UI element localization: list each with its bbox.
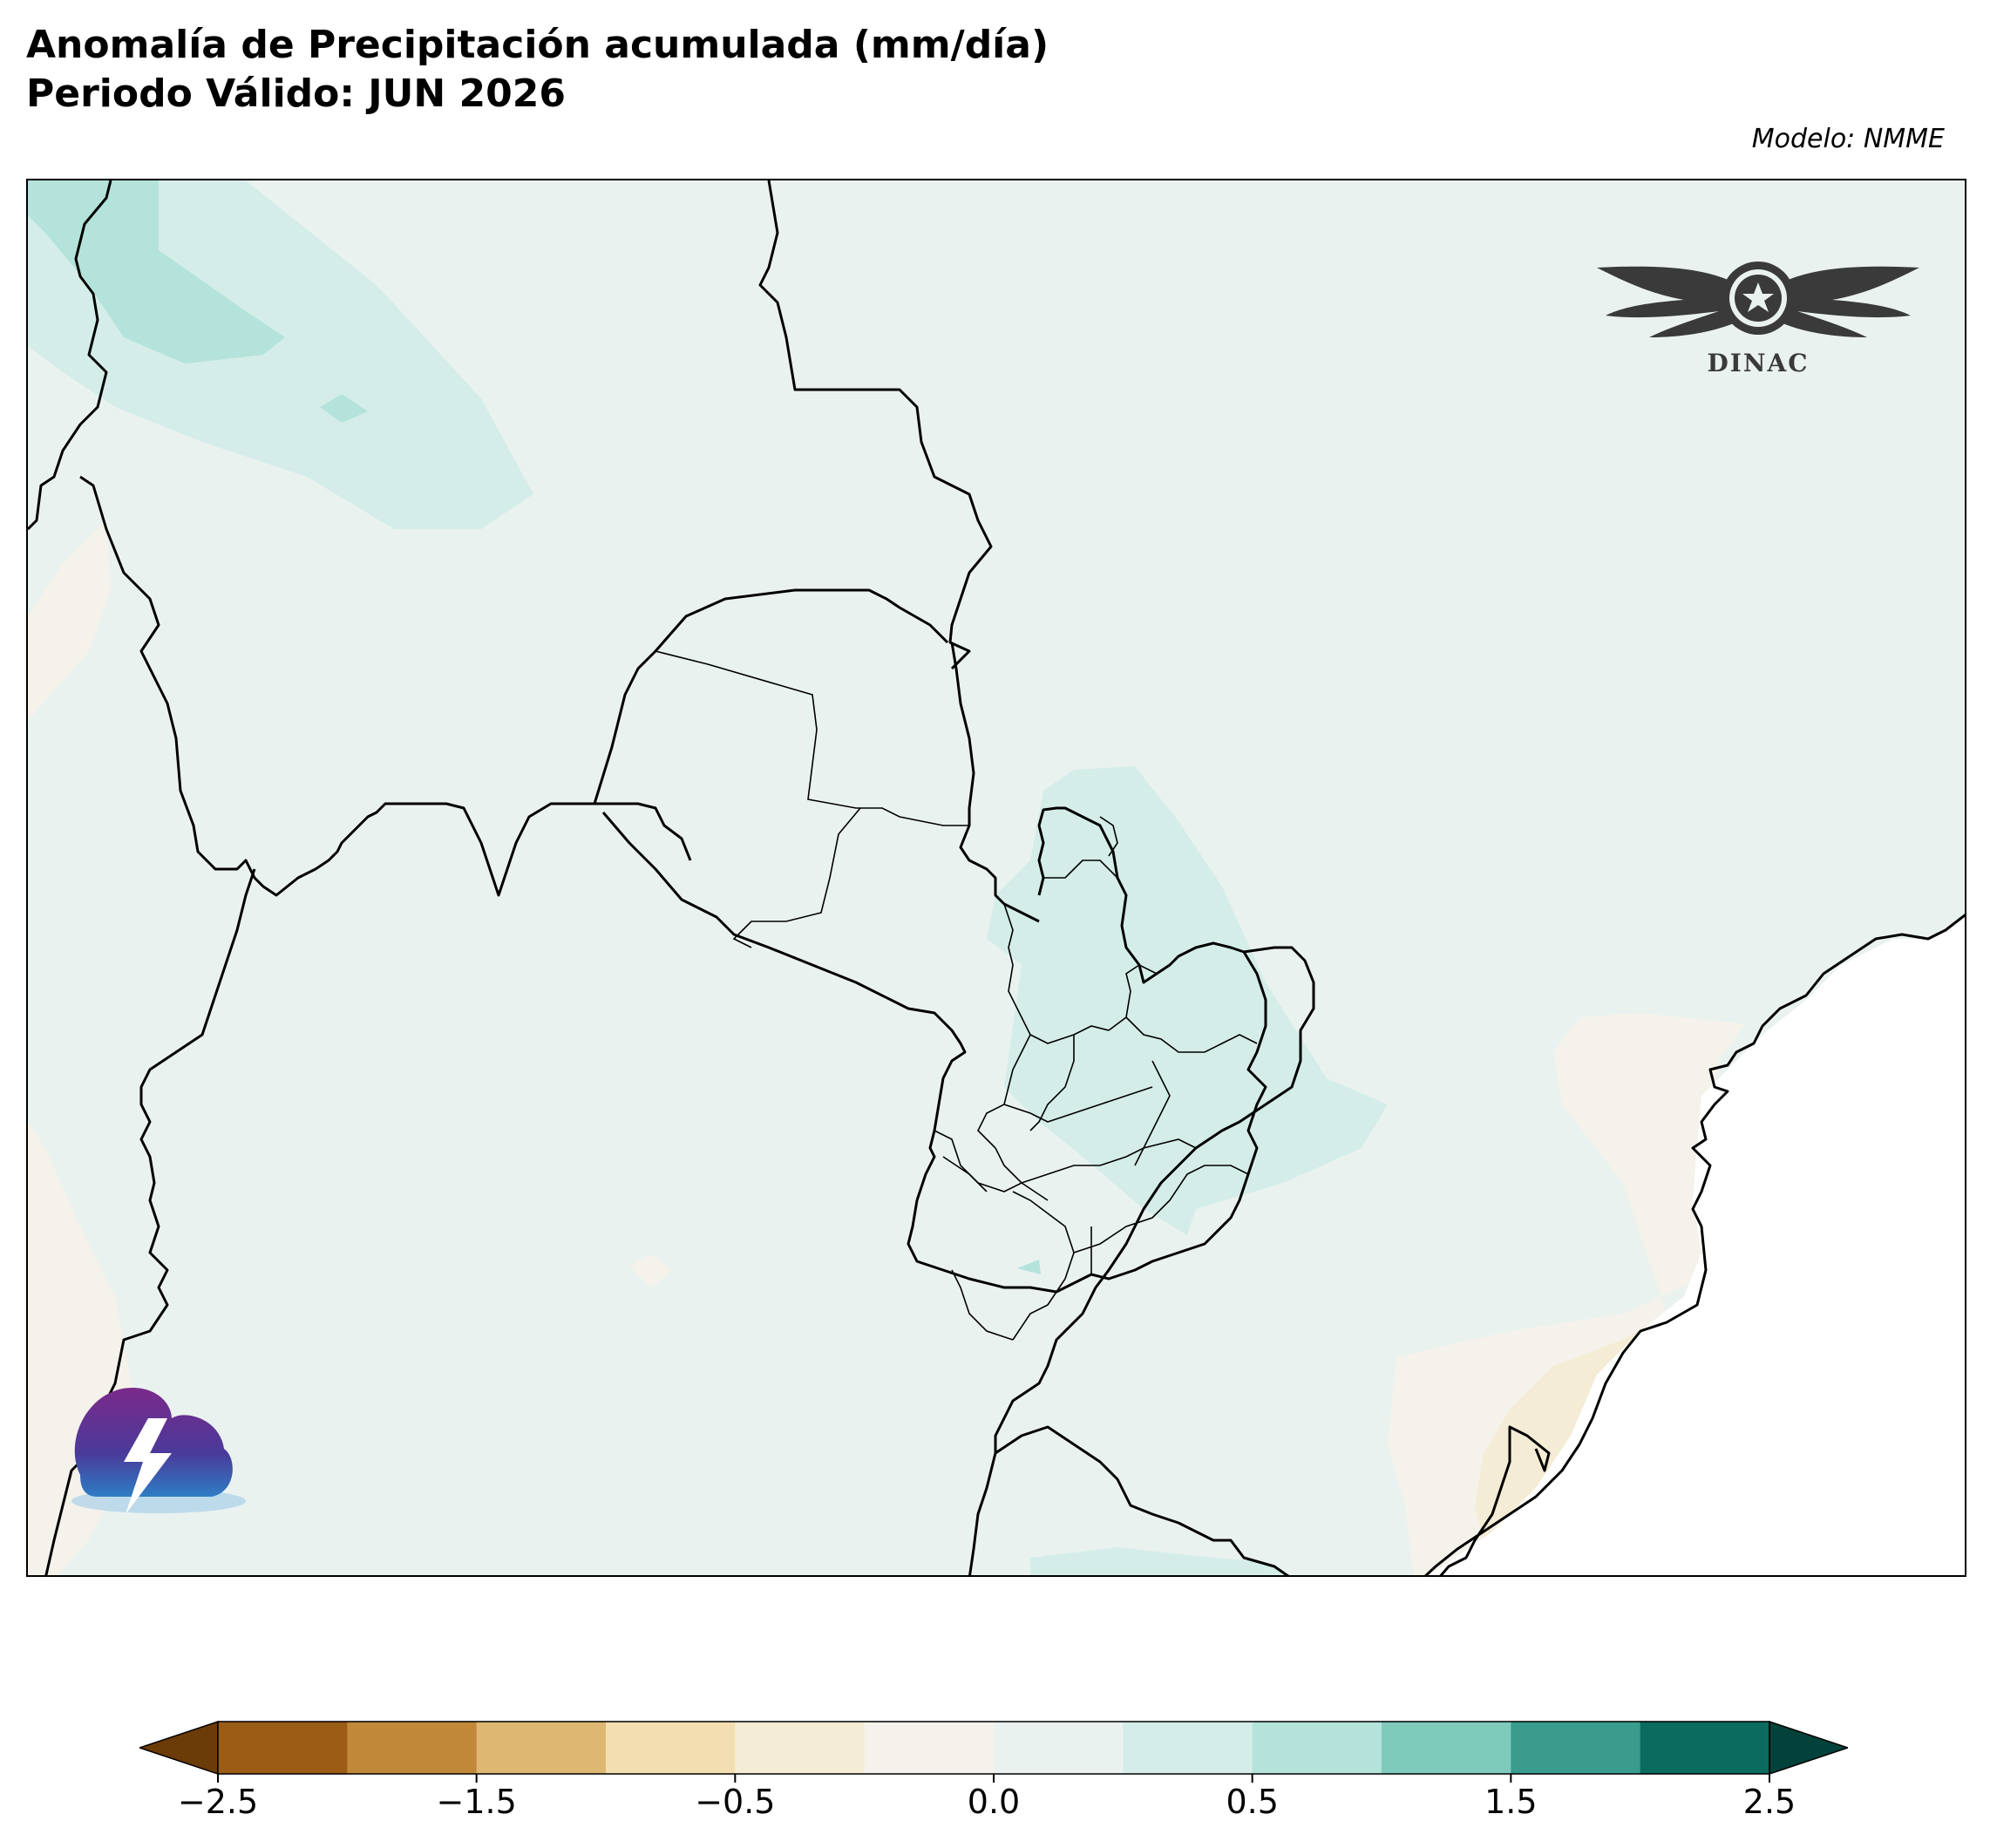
- colorbar-segment: [606, 1722, 736, 1774]
- colorbar-segment: [1511, 1722, 1641, 1774]
- border-paraguay-brazil: [950, 642, 1040, 923]
- border-peru-bolivia: [28, 180, 112, 531]
- colorbar-segment: [864, 1722, 995, 1774]
- colorbar-extend-high: [1769, 1720, 1851, 1776]
- dinac-logo-text: DINAC: [1707, 349, 1810, 377]
- department-boundary-3: [1043, 859, 1118, 879]
- coastline: [1424, 914, 1965, 1575]
- paraguay-departments: [655, 650, 1258, 1341]
- department-boundary-14: [1012, 1191, 1075, 1280]
- dinac-logo: DINAC: [1588, 246, 1928, 385]
- colorbar-segment: [347, 1722, 478, 1774]
- colorbar-segment: [1123, 1722, 1253, 1774]
- title-line-1: Anomalía de Precipitación acumulada (mm/…: [26, 23, 1049, 67]
- lagoon-patos: [1439, 1425, 1551, 1575]
- anomaly-positive-dot: [1017, 1260, 1041, 1274]
- department-boundary-5: [1099, 816, 1118, 857]
- colorbar-extend-low: [137, 1720, 219, 1776]
- colorbar-segment: [218, 1722, 348, 1774]
- anomaly-positive-small: [320, 394, 368, 423]
- department-boundary-15: [1073, 1165, 1249, 1254]
- colorbar-svg: [137, 1720, 1851, 1783]
- ocean: [1428, 914, 1965, 1575]
- department-boundary-17: [1012, 1278, 1066, 1341]
- department-boundary-11: [1003, 1086, 1153, 1123]
- anomaly-negative-dot: [629, 1254, 673, 1287]
- colorbar-segment: [476, 1722, 607, 1774]
- title-line-2: Periodo Válido: JUN 2026: [26, 71, 566, 116]
- department-boundary-6: [1108, 964, 1158, 1031]
- model-label: Modelo: NMME: [1751, 124, 1945, 154]
- anomaly-positive-paraguay-east: [987, 766, 1388, 1235]
- department-boundary-1: [655, 650, 969, 826]
- colorbar-blocks: [137, 1720, 1851, 1783]
- border-bolivia-argentina: [79, 475, 692, 897]
- colorbar-segment: [1252, 1722, 1382, 1774]
- department-boundary-13: [995, 1138, 1197, 1184]
- colorbar-tick-label: 0.5: [1226, 1783, 1279, 1821]
- border-argentina-brazil-uruguay: [994, 946, 1315, 1575]
- colorbar: −2.5 −1.5 −0.5 0.0 0.5 1.5 2.5: [137, 1713, 1851, 1826]
- colorbar-tick-label: 1.5: [1484, 1783, 1538, 1821]
- border-bolivia-brazil: [758, 180, 993, 670]
- map-canvas: [28, 180, 1965, 1575]
- anomaly-positive-south: [1030, 1547, 1292, 1575]
- colorbar-tick-label: 2.5: [1742, 1783, 1796, 1821]
- anomaly-negative-southeast: [1388, 1013, 1745, 1575]
- colorbar-tick-label: −0.5: [695, 1783, 776, 1821]
- map-panel[interactable]: DINAC: [26, 179, 1966, 1577]
- border-bolivia-paraguay: [593, 588, 949, 805]
- department-boundary-9: [1125, 1016, 1258, 1053]
- department-boundary-19: [942, 1156, 988, 1192]
- department-boundary-12: [934, 1130, 1049, 1201]
- chart-title: Anomalía de Precipitación acumulada (mm/…: [26, 21, 1049, 119]
- winged-emblem-icon: [1597, 262, 1919, 337]
- colorbar-tick-label: −1.5: [436, 1783, 517, 1821]
- department-boundary-2: [732, 807, 861, 948]
- department-boundary-8: [1029, 1035, 1075, 1131]
- colorbar-segment: [735, 1722, 866, 1774]
- storm-logo: [63, 1370, 255, 1536]
- colorbar-segment: [994, 1722, 1124, 1774]
- border-paraguay-argentina: [601, 812, 967, 1201]
- anomaly-negative-west: [28, 520, 111, 721]
- storm-cloud-icon: [71, 1388, 246, 1514]
- colorbar-segment: [1640, 1722, 1770, 1774]
- colorbar-segment: [1382, 1722, 1511, 1774]
- border-argentina-uruguay-west: [968, 1452, 997, 1575]
- department-boundary-4: [1003, 903, 1110, 1044]
- department-boundary-18: [951, 1269, 1014, 1341]
- colorbar-tick-label: 0.0: [967, 1783, 1021, 1821]
- anomaly-positive-northwest-core: [28, 180, 285, 363]
- colorbar-tick-label: −2.5: [177, 1783, 259, 1821]
- border-paraguay-south: [907, 806, 1267, 1294]
